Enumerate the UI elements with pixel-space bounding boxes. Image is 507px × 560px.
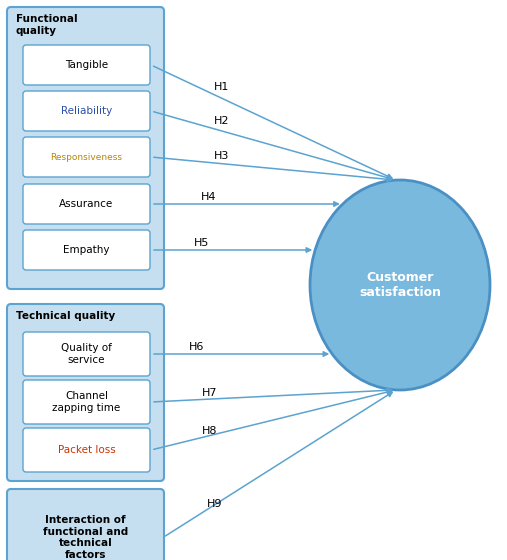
Text: Quality of
service: Quality of service bbox=[61, 343, 112, 365]
FancyBboxPatch shape bbox=[23, 428, 150, 472]
Text: H5: H5 bbox=[194, 238, 209, 248]
Text: H7: H7 bbox=[202, 388, 218, 398]
FancyBboxPatch shape bbox=[23, 380, 150, 424]
Text: Functional
quality: Functional quality bbox=[16, 14, 78, 36]
Text: Interaction of
functional and
technical
factors: Interaction of functional and technical … bbox=[43, 515, 128, 560]
Text: Empathy: Empathy bbox=[63, 245, 110, 255]
Text: Tangible: Tangible bbox=[65, 60, 108, 70]
Ellipse shape bbox=[310, 180, 490, 390]
FancyBboxPatch shape bbox=[23, 91, 150, 131]
FancyBboxPatch shape bbox=[23, 332, 150, 376]
FancyBboxPatch shape bbox=[23, 184, 150, 224]
Text: Reliability: Reliability bbox=[61, 106, 112, 116]
Text: H4: H4 bbox=[201, 192, 216, 202]
Text: H2: H2 bbox=[214, 116, 230, 126]
Text: H9: H9 bbox=[207, 499, 223, 509]
Text: H1: H1 bbox=[214, 82, 230, 92]
FancyBboxPatch shape bbox=[7, 304, 164, 481]
Text: Customer
satisfaction: Customer satisfaction bbox=[359, 271, 441, 299]
Text: Assurance: Assurance bbox=[59, 199, 114, 209]
Text: H3: H3 bbox=[214, 151, 230, 161]
Text: H8: H8 bbox=[202, 426, 218, 436]
Text: Technical quality: Technical quality bbox=[16, 311, 115, 321]
FancyBboxPatch shape bbox=[23, 45, 150, 85]
FancyBboxPatch shape bbox=[7, 7, 164, 289]
Text: Channel
zapping time: Channel zapping time bbox=[52, 391, 121, 413]
Text: Packet loss: Packet loss bbox=[58, 445, 116, 455]
FancyBboxPatch shape bbox=[23, 137, 150, 177]
Text: Responsiveness: Responsiveness bbox=[51, 152, 123, 161]
FancyBboxPatch shape bbox=[23, 230, 150, 270]
Text: H6: H6 bbox=[189, 342, 205, 352]
FancyBboxPatch shape bbox=[7, 489, 164, 560]
